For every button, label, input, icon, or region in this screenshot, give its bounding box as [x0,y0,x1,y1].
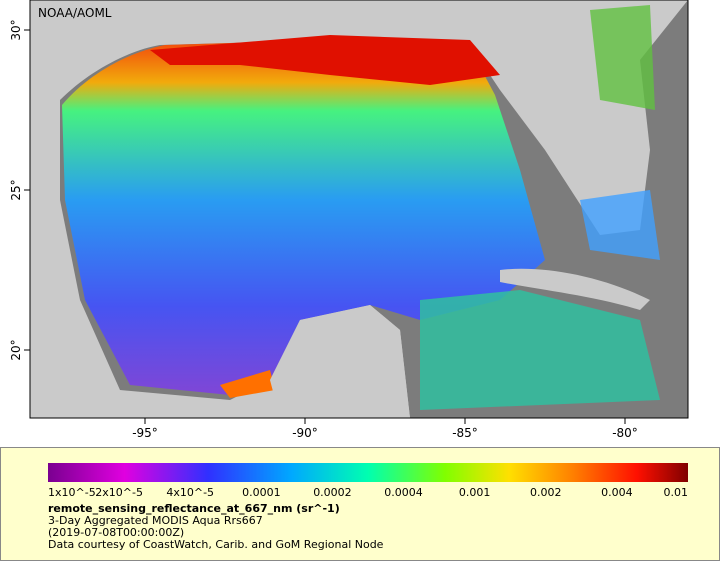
coastal-high [150,35,500,85]
y-tick-label: 30° [9,19,23,40]
y-tick-label: 25° [9,179,23,200]
x-tick-label: -85° [452,426,478,440]
colorbar [48,463,688,482]
x-tick-label: -80° [612,426,638,440]
source: Data courtesy of CoastWatch, Carib. and … [48,538,384,551]
x-tick-label: -95° [132,426,158,440]
data-overlay [580,190,660,260]
colorbar-label: 2x10^-5 [95,486,143,499]
map-frame [29,0,689,419]
data-overlay [590,5,655,110]
colorbar-label: 1x10^-5 [48,486,96,499]
yucatan [270,305,410,418]
colorbar-label: 4x10^-5 [166,486,214,499]
colorbar-label: 0.01 [664,486,689,499]
description: 3-Day Aggregated MODIS Aqua Rrs667 [48,514,263,527]
colorbar-label: 0.004 [601,486,633,499]
colorbar-label: 0.001 [459,486,491,499]
cuba [500,268,650,310]
variable-name: remote_sensing_reflectance_at_667_nm (sr… [48,502,340,515]
colorbar-label: 0.0001 [242,486,281,499]
colorbar-labels: 1x10^-5 2x10^-5 4x10^-5 0.0001 0.0002 0.0004 0… [48,486,688,499]
y-tick-label: 20° [9,339,23,360]
x-axis: -95° -90° -85° -80° [132,418,638,440]
coastal-high [220,370,275,398]
x-tick-label: -90° [292,426,318,440]
data-overlay [420,290,660,410]
y-axis: 30° 25° 20° [9,19,30,361]
colorbar-label: 0.002 [530,486,562,499]
map-credit: NOAA/AOML [38,6,112,20]
time: (2019-07-08T00:00:00Z) [48,526,184,539]
colorbar-label: 0.0002 [313,486,352,499]
map [30,0,688,418]
colorbar-label: 0.0004 [384,486,423,499]
